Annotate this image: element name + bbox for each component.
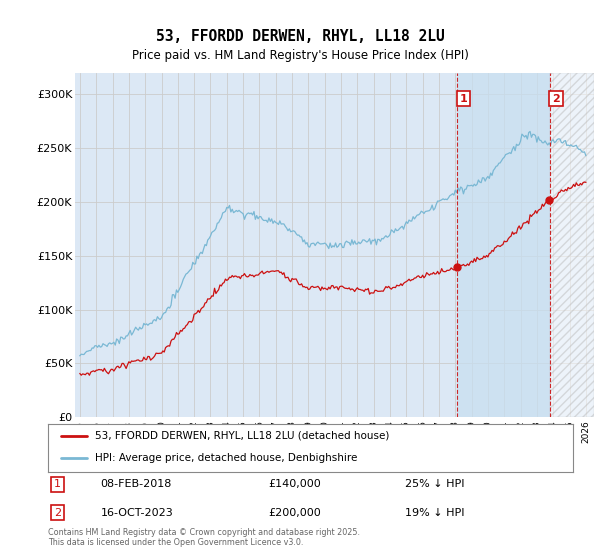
Text: 2: 2	[54, 507, 61, 517]
Text: 53, FFORDD DERWEN, RHYL, LL18 2LU: 53, FFORDD DERWEN, RHYL, LL18 2LU	[155, 29, 445, 44]
Text: 1: 1	[54, 479, 61, 489]
Text: £140,000: £140,000	[269, 479, 321, 489]
Text: 2: 2	[552, 94, 560, 104]
Text: 1: 1	[460, 94, 467, 104]
Text: 19% ↓ HPI: 19% ↓ HPI	[405, 507, 464, 517]
Bar	[457, 73, 550, 417]
Text: 25% ↓ HPI: 25% ↓ HPI	[405, 479, 464, 489]
Text: Price paid vs. HM Land Registry's House Price Index (HPI): Price paid vs. HM Land Registry's House …	[131, 49, 469, 63]
Text: £200,000: £200,000	[269, 507, 321, 517]
Text: Contains HM Land Registry data © Crown copyright and database right 2025.
This d: Contains HM Land Registry data © Crown c…	[48, 528, 360, 547]
Text: 16-OCT-2023: 16-OCT-2023	[101, 507, 173, 517]
Text: 08-FEB-2018: 08-FEB-2018	[101, 479, 172, 489]
Text: HPI: Average price, detached house, Denbighshire: HPI: Average price, detached house, Denb…	[95, 453, 358, 463]
Text: 53, FFORDD DERWEN, RHYL, LL18 2LU (detached house): 53, FFORDD DERWEN, RHYL, LL18 2LU (detac…	[95, 431, 389, 441]
Bar	[550, 73, 594, 417]
